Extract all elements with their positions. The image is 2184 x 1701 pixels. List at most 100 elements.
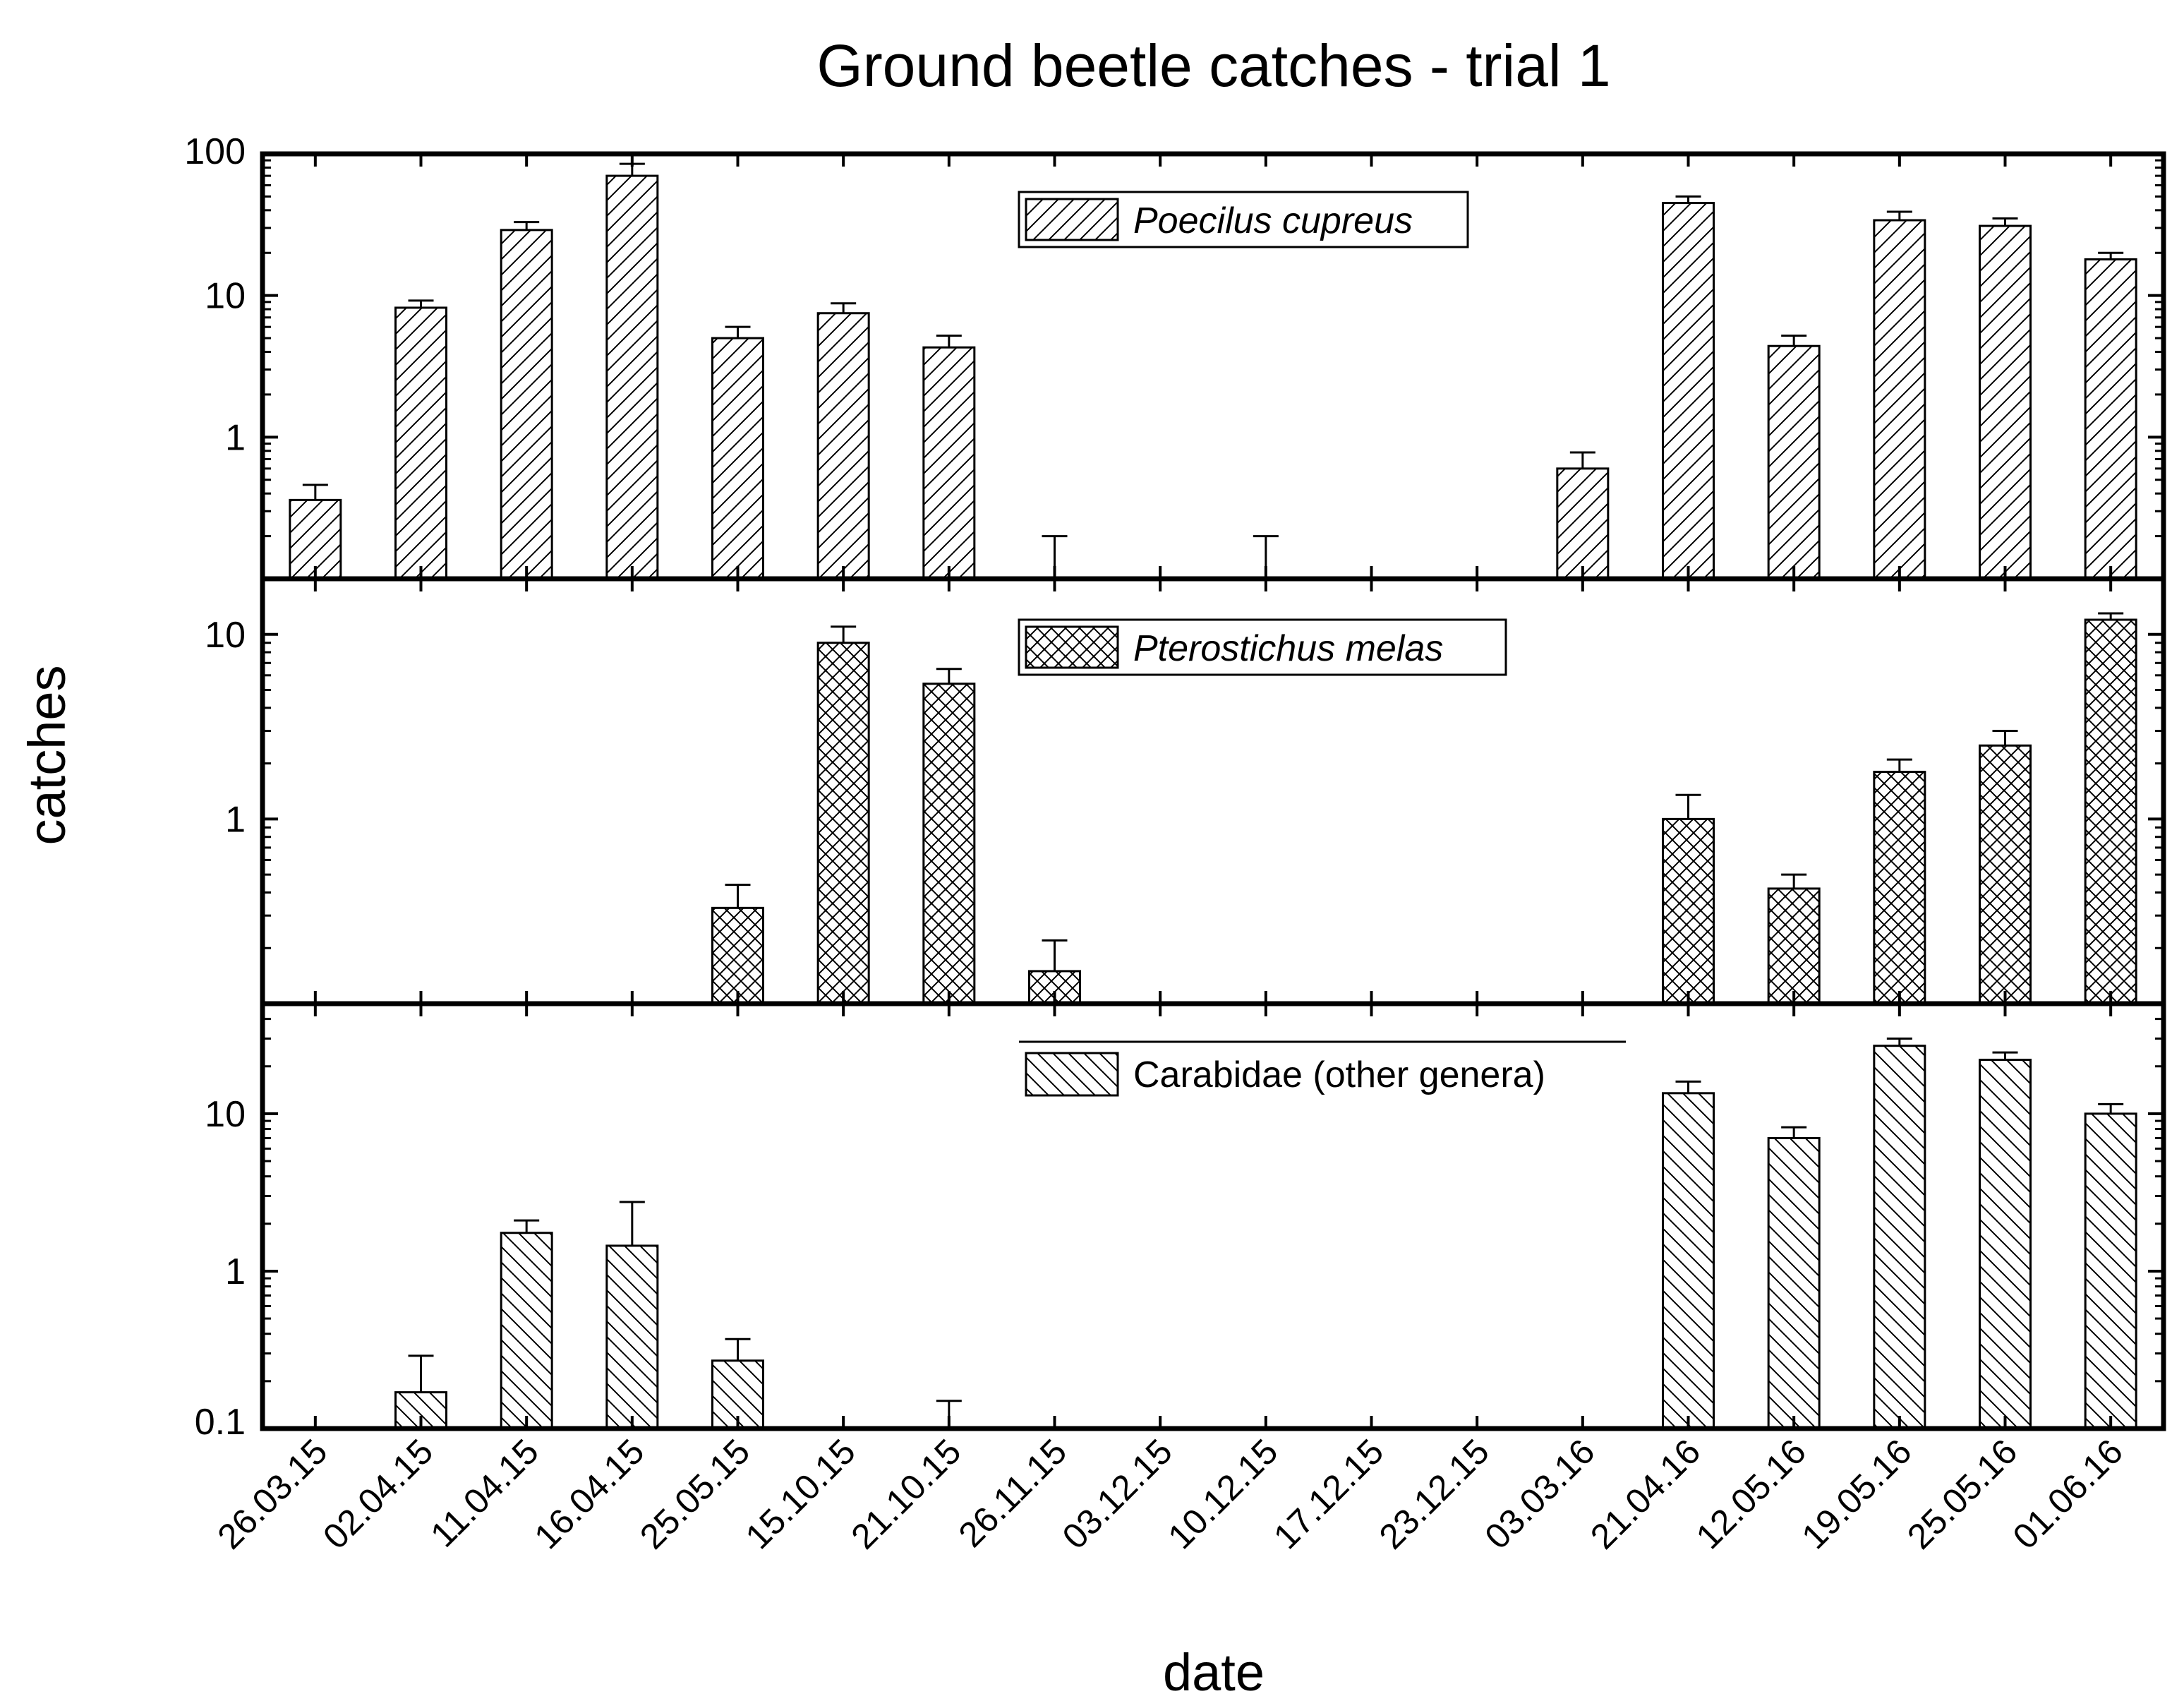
error-bar-3-11.04.15 [514,1219,540,1233]
bar-3-19.05.16 [1873,1045,1926,1430]
error-bar-2-12.05.16 [1781,873,1807,889]
error-bar-2-01.06.16 [2098,612,2124,620]
bar-2-25.05.15 [711,906,764,1005]
error-bar-3-19.05.16 [1886,1037,1912,1046]
x-tick-label: 26.11.15 [951,1431,1075,1555]
bar-2-19.05.16 [1873,771,1926,1005]
x-tick-label: 26.03.15 [210,1431,334,1556]
x-tick-label: 11.04.15 [423,1431,546,1555]
error-bar-1-01.06.16 [2098,251,2124,260]
bar-1-16.04.15 [605,174,659,580]
error-bar-2-25.05.15 [725,884,751,908]
panel-2: 1 10 Pterostichus melas [205,576,2166,1006]
y-tick-label: 0.1 [195,1402,246,1443]
bar-3-21.04.16 [1662,1092,1715,1430]
error-bar-2-26.11.15 [1042,939,1068,971]
bar-1-15.10.15 [816,312,870,580]
error-bar-1-25.05.15 [725,325,751,339]
bar-2-25.05.16 [1979,744,2032,1005]
bar-1-02.04.15 [394,306,447,580]
bar-2-01.06.16 [2084,618,2137,1005]
legend-label: Poecilus cupreus [1133,200,1413,241]
error-bar-1-03.03.16 [1569,451,1595,469]
error-bar-1-26.03.15 [302,483,328,500]
x-tick-label: 02.04.15 [315,1431,440,1556]
legend-label: Pterostichus melas [1133,628,1443,669]
error-bar-1-15.10.15 [831,302,857,313]
bar-1-25.05.16 [1979,224,2032,580]
x-tick-label: 16.04.15 [526,1431,651,1556]
y-axis-label: catches [18,665,76,845]
bar-1-21.10.15 [922,346,976,580]
legend-3: Carabidae (other genera) [1019,1040,1626,1097]
x-tick-label: 25.05.16 [1900,1431,2025,1556]
x-tick-label: 10.12.15 [1160,1431,1285,1556]
x-tick-label: 12.05.16 [1689,1431,1814,1556]
legend-label: Carabidae (other genera) [1133,1054,1545,1095]
y-tick-label: 10 [205,276,246,317]
error-bar-1-21.04.16 [1675,195,1701,203]
x-axis-label: date [1163,1643,1265,1701]
bar-3-25.05.16 [1979,1059,2032,1430]
error-bar-3-02.04.15 [408,1354,434,1393]
error-bar-1-21.10.15 [936,335,962,348]
bar-1-01.06.16 [2084,258,2137,580]
error-bar-3-01.06.16 [2098,1102,2124,1114]
bar-2-15.10.15 [816,642,870,1005]
panel-3: 0.1 1 10 Carabidae (other genera) [195,1001,2166,1443]
y-tick-label: 1 [225,417,246,458]
x-tick-label: 25.05.15 [632,1431,757,1556]
bar-1-19.05.16 [1873,219,1926,580]
bar-3-11.04.15 [500,1232,553,1430]
error-bar-1-02.04.15 [408,299,434,308]
legend-swatch [1025,625,1119,669]
x-tick-label: 15.10.15 [738,1431,863,1556]
bar-3-16.04.15 [605,1244,659,1430]
bar-1-21.04.16 [1662,202,1715,580]
bar-3-12.05.16 [1767,1136,1821,1430]
error-bar-3-12.05.16 [1781,1126,1807,1138]
x-tick-label: 23.12.15 [1372,1431,1497,1556]
error-bar-3-16.04.15 [619,1201,645,1246]
bar-1-12.05.16 [1767,344,1821,580]
x-tick-label: 03.03.16 [1477,1431,1602,1556]
error-bar-2-21.10.15 [936,668,962,684]
bar-1-25.05.15 [711,337,764,580]
error-bar-1-12.05.16 [1781,335,1807,347]
x-tick-label: 03.12.15 [1055,1431,1180,1556]
error-bar-1-11.04.15 [514,221,540,230]
bar-2-12.05.16 [1767,887,1821,1005]
y-tick-label: 10 [205,1094,246,1135]
error-bar-2-21.04.16 [1675,793,1701,819]
y-tick-label: 100 [184,131,246,172]
x-tick-label: 21.04.16 [1583,1431,1708,1556]
y-tick-label: 1 [225,799,246,840]
error-bar-2-25.05.16 [1992,730,2018,746]
panel-frame [260,1001,2166,1431]
legend-1: Poecilus cupreus [1018,191,1469,248]
error-bar-3-21.04.16 [1675,1080,1701,1093]
error-bar-2-19.05.16 [1886,758,1912,772]
bar-1-11.04.15 [500,229,553,580]
x-tick-label: 17.12.15 [1266,1431,1391,1556]
chart-title: Ground beetle catches - trial 1 [816,32,1610,99]
x-tick-label: 01.06.16 [2005,1431,2130,1556]
panels: 1 10 100 Poecilus cupreus 1 10 Pterostichus me… [184,131,2166,1443]
x-tick-label: 19.05.16 [1794,1431,1919,1556]
bar-1-03.03.16 [1556,467,1610,580]
error-bar-2-15.10.15 [831,625,857,643]
panel-1: 1 10 100 Poecilus cupreus [184,131,2166,582]
y-tick-label: 10 [205,615,246,656]
legend-swatch [1025,1052,1119,1097]
error-bar-1-25.05.16 [1992,217,2018,227]
x-axis: 26.03.1502.04.1511.04.1516.04.1525.05.15… [210,1431,2130,1556]
x-tick-label: 21.10.15 [843,1431,968,1556]
error-bar-3-25.05.15 [725,1338,751,1361]
error-bar-1-19.05.16 [1886,210,1912,221]
error-bar-3-25.05.16 [1992,1051,2018,1060]
bar-2-21.04.16 [1662,817,1715,1005]
legend-2: Pterostichus melas [1018,618,1507,676]
y-tick-label: 1 [225,1251,246,1292]
legend-swatch [1025,198,1119,241]
